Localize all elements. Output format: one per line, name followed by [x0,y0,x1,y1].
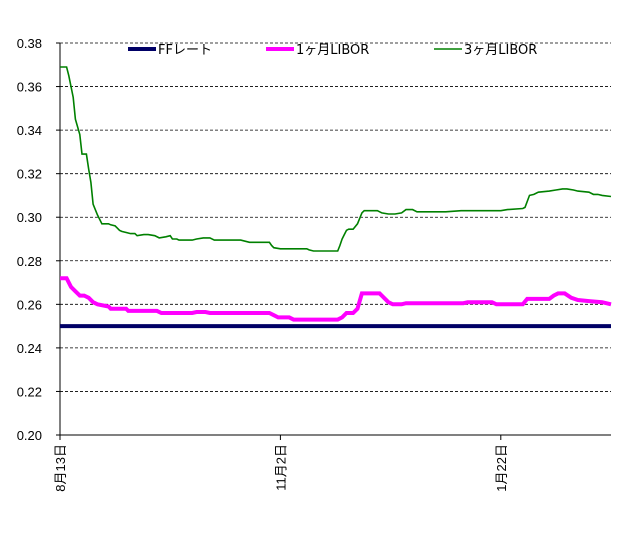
x-tick-label: 11月2日 [273,444,288,491]
series-lines [60,66,612,329]
y-tick-label: 0.30 [17,210,42,225]
x-tick-label: 8月13日 [53,444,68,492]
y-tick-label: 0.28 [17,254,42,269]
legend-label-2: 1ヶ月LIBOR [296,43,369,58]
y-tick-label: 0.32 [17,167,42,182]
y-tick-label: 0.20 [17,428,42,443]
legend: FFレート 1ヶ月LIBOR 3ヶ月LIBOR [128,43,537,58]
y-tick-label: 0.34 [17,123,42,138]
axes: 0.38 0.36 0.34 0.32 0.30 0.28 0.26 0.24 0.22 0.20… [17,36,611,492]
y-tick-label: 0.38 [17,36,42,51]
series-line-2 [60,276,612,322]
legend-label-1: FFレート [158,43,212,58]
y-tick-label: 0.24 [17,341,42,356]
x-tick-label: 1月22日 [494,444,509,492]
y-tick-label: 0.26 [17,297,42,312]
grid-lines [60,42,611,392]
legend-label-3: 3ヶ月LIBOR [464,43,537,58]
y-tick-label: 0.36 [17,80,42,95]
series-line-3 [60,66,612,252]
y-tick-label: 0.22 [17,384,42,399]
